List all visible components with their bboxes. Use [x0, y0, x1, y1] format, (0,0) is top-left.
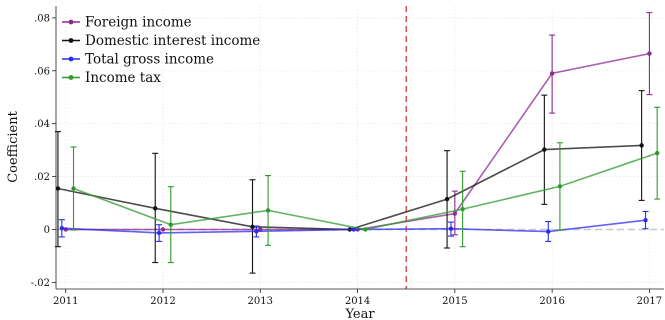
x-tick-label: 2015 [442, 296, 467, 307]
legend-label: Domestic interest income [85, 33, 260, 49]
data-point [363, 227, 368, 232]
data-point [460, 206, 465, 212]
series-income-tax [70, 106, 661, 264]
data-point [160, 227, 166, 232]
legend-marker [68, 56, 74, 62]
data-point [643, 218, 648, 223]
y-tick-label: .06 [34, 66, 50, 77]
series-layer [54, 12, 661, 274]
data-point [265, 208, 271, 213]
legend-label: Foreign income [85, 15, 192, 31]
x-axis-title: Year [344, 307, 375, 320]
data-point [549, 71, 555, 76]
legend-label: Total gross income [85, 52, 214, 68]
x-tick-label: 2017 [637, 296, 662, 307]
y-axis-title: Coefficient [6, 110, 21, 182]
y-tick-label: 0 [44, 225, 50, 236]
data-point [250, 224, 255, 230]
x-tick-label: 2012 [150, 296, 175, 307]
data-point [254, 229, 259, 234]
data-point [55, 186, 61, 191]
data-point [71, 186, 76, 191]
data-point [546, 229, 551, 234]
grid [56, 6, 664, 289]
legend-marker [68, 75, 74, 80]
legend-marker [68, 19, 74, 25]
y-tick-label: .08 [34, 13, 50, 24]
data-point [639, 143, 644, 148]
data-point [351, 227, 356, 232]
y-tick-label: .02 [34, 172, 50, 183]
data-point [542, 147, 547, 152]
data-point [59, 225, 65, 231]
data-point [557, 184, 563, 189]
data-point [153, 206, 158, 211]
legend-marker [68, 38, 74, 43]
data-point [647, 51, 652, 56]
y-tick-label: -.02 [31, 278, 50, 289]
data-point [654, 150, 660, 156]
x-tick-label: 2013 [248, 296, 273, 307]
x-tick-label: 2016 [539, 296, 564, 307]
x-axis-ticks: 2011 2012 2013 2014 2015 2016 2017 [53, 289, 662, 307]
data-point [168, 222, 173, 227]
x-tick-label: 2014 [345, 296, 370, 307]
series-total-gross-income [58, 210, 649, 242]
data-point [444, 196, 450, 202]
data-point [452, 211, 458, 216]
x-tick-label: 2011 [53, 296, 78, 307]
y-tick-label: .04 [34, 119, 50, 130]
data-point [156, 230, 162, 236]
legend-label: Income tax [85, 70, 161, 86]
legend: Foreign income Domestic interest income To… [62, 15, 260, 86]
data-point [448, 226, 454, 231]
y-axis-ticks: -.02 0 .02 .04 .06 .08 [31, 13, 56, 289]
